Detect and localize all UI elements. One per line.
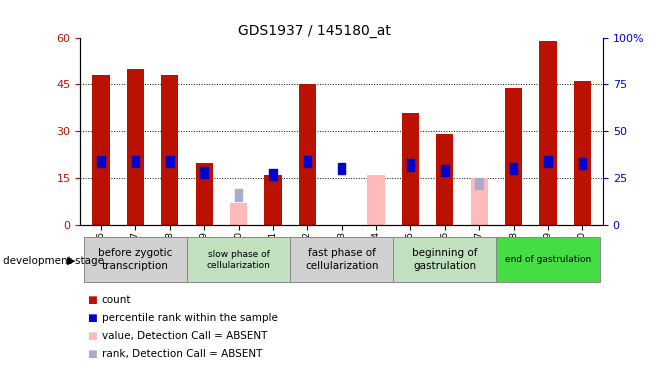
Bar — [299, 84, 316, 225]
Bar — [269, 169, 277, 180]
Text: ■: ■ — [87, 349, 97, 359]
Text: slow phase of
cellularization: slow phase of cellularization — [206, 250, 271, 270]
Bar — [131, 156, 139, 167]
Bar — [161, 75, 178, 225]
Text: GDS1937 / 145180_at: GDS1937 / 145180_at — [239, 24, 391, 38]
Bar — [200, 167, 208, 178]
Bar — [265, 175, 281, 225]
Bar — [304, 156, 311, 167]
Text: development stage: development stage — [3, 256, 105, 266]
Text: ▶: ▶ — [66, 256, 75, 266]
Bar — [470, 178, 488, 225]
Bar — [230, 203, 247, 225]
Bar — [574, 81, 591, 225]
Text: beginning of
gastrulation: beginning of gastrulation — [412, 249, 478, 271]
Bar — [166, 156, 174, 167]
Bar — [196, 162, 213, 225]
Bar — [510, 163, 517, 174]
Bar — [92, 75, 110, 225]
Bar — [402, 112, 419, 225]
FancyBboxPatch shape — [393, 237, 496, 282]
Text: percentile rank within the sample: percentile rank within the sample — [102, 313, 278, 323]
FancyBboxPatch shape — [84, 237, 187, 282]
Text: ■: ■ — [87, 331, 97, 341]
Text: end of gastrulation: end of gastrulation — [505, 255, 591, 264]
Bar — [539, 40, 557, 225]
FancyBboxPatch shape — [187, 237, 290, 282]
Bar — [97, 156, 105, 167]
Bar — [127, 69, 144, 225]
Text: rank, Detection Call = ABSENT: rank, Detection Call = ABSENT — [102, 349, 262, 359]
Bar — [234, 189, 243, 201]
Bar — [505, 87, 522, 225]
Bar — [407, 159, 414, 171]
FancyBboxPatch shape — [290, 237, 393, 282]
FancyBboxPatch shape — [496, 237, 600, 282]
Text: value, Detection Call = ABSENT: value, Detection Call = ABSENT — [102, 331, 267, 341]
Text: fast phase of
cellularization: fast phase of cellularization — [305, 249, 379, 271]
Bar — [338, 163, 346, 174]
Bar — [544, 156, 552, 167]
Bar — [436, 134, 454, 225]
Text: count: count — [102, 295, 131, 305]
Text: ■: ■ — [87, 313, 97, 323]
Bar — [441, 165, 449, 176]
Bar — [476, 178, 483, 189]
Bar — [367, 175, 385, 225]
Bar — [579, 158, 586, 169]
Text: ■: ■ — [87, 295, 97, 305]
Text: before zygotic
transcription: before zygotic transcription — [98, 249, 173, 271]
